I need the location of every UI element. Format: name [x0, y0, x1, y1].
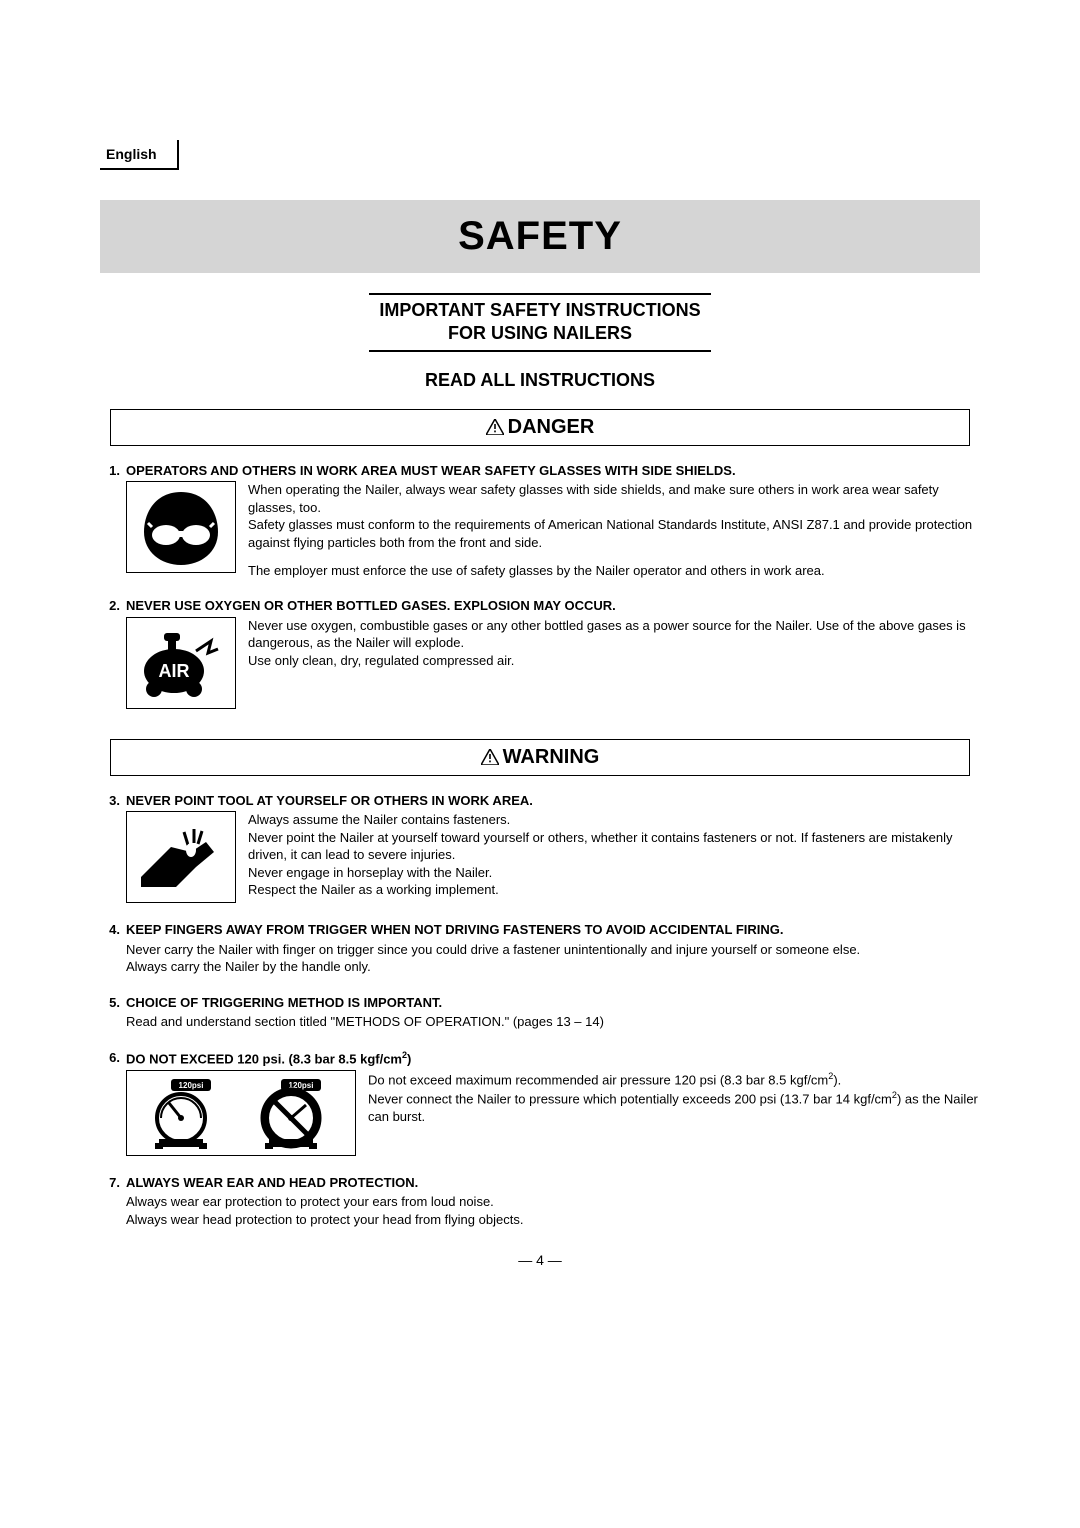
item-paragraph: Read and understand section titled "METH…: [126, 1013, 980, 1031]
warning-triangle-icon: [481, 749, 499, 765]
item-paragraph: Always assume the Nailer contains fasten…: [248, 811, 980, 829]
safety-item-4: 4. KEEP FINGERS AWAY FROM TRIGGER WHEN N…: [100, 921, 980, 976]
item-paragraph: Use only clean, dry, regulated compresse…: [248, 652, 980, 670]
warning-triangle-icon: [486, 419, 504, 435]
hand-injury-icon: [126, 811, 236, 903]
danger-label: DANGER: [508, 416, 595, 438]
item-paragraph: Never use oxygen, combustible gases or a…: [248, 617, 980, 652]
warning-label: WARNING: [503, 746, 600, 768]
item-number: 4.: [100, 921, 126, 939]
subhead-block: IMPORTANT SAFETY INSTRUCTIONS FOR USING …: [100, 293, 980, 352]
danger-box: DANGER: [110, 409, 970, 446]
item-number: 7.: [100, 1174, 126, 1192]
item-paragraph: Never engage in horseplay with the Naile…: [248, 864, 980, 882]
air-cylinder-icon: AIR: [126, 617, 236, 709]
item-title: ALWAYS WEAR EAR AND HEAD PROTECTION.: [126, 1174, 980, 1192]
safety-item-5: 5. CHOICE OF TRIGGERING METHOD IS IMPORT…: [100, 994, 980, 1031]
item-title: CHOICE OF TRIGGERING METHOD IS IMPORTANT…: [126, 994, 980, 1012]
item-paragraph: Always wear ear protection to protect yo…: [126, 1193, 980, 1211]
safety-item-6: 6. DO NOT EXCEED 120 psi. (8.3 bar 8.5 k…: [100, 1049, 980, 1156]
item-paragraph: Never carry the Nailer with finger on tr…: [126, 941, 980, 959]
item-number: 1.: [100, 462, 126, 480]
item-body: Do not exceed maximum recommended air pr…: [368, 1070, 980, 1156]
item-body: Read and understand section titled "METH…: [100, 1013, 980, 1031]
read-all-heading: READ ALL INSTRUCTIONS: [100, 370, 980, 391]
item-title: OPERATORS AND OTHERS IN WORK AREA MUST W…: [126, 462, 980, 480]
pressure-gauge-icon: 120psi 120psi: [126, 1070, 356, 1156]
page-title: SAFETY: [100, 200, 980, 273]
safety-glasses-icon: [126, 481, 236, 573]
item-body: Always wear ear protection to protect yo…: [100, 1193, 980, 1228]
item-paragraph: Safety glasses must conform to the requi…: [248, 516, 980, 551]
item-number: 5.: [100, 994, 126, 1012]
item-paragraph: The employer must enforce the use of saf…: [248, 562, 980, 580]
warning-box: WARNING: [110, 739, 970, 776]
item-paragraph: Always carry the Nailer by the handle on…: [126, 958, 980, 976]
important-instructions-heading: IMPORTANT SAFETY INSTRUCTIONS FOR USING …: [369, 293, 710, 352]
item-number: 3.: [100, 792, 126, 810]
item-body: Never carry the Nailer with finger on tr…: [100, 941, 980, 976]
item-body: Never use oxygen, combustible gases or a…: [248, 617, 980, 709]
item-title: DO NOT EXCEED 120 psi. (8.3 bar 8.5 kgf/…: [126, 1049, 980, 1068]
item-title: KEEP FINGERS AWAY FROM TRIGGER WHEN NOT …: [126, 921, 980, 939]
item-paragraph: Respect the Nailer as a working implemen…: [248, 881, 980, 899]
safety-item-3: 3. NEVER POINT TOOL AT YOURSELF OR OTHER…: [100, 792, 980, 904]
item-title: NEVER POINT TOOL AT YOURSELF OR OTHERS I…: [126, 792, 980, 810]
safety-item-1: 1. OPERATORS AND OTHERS IN WORK AREA MUS…: [100, 462, 980, 579]
item-body: Always assume the Nailer contains fasten…: [248, 811, 980, 903]
item-paragraph: When operating the Nailer, always wear s…: [248, 481, 980, 516]
language-tab: English: [100, 140, 179, 170]
subhead-line-1: IMPORTANT SAFETY INSTRUCTIONS: [379, 299, 700, 322]
page-number: — 4 —: [100, 1252, 980, 1268]
safety-item-2: 2. NEVER USE OXYGEN OR OTHER BOTTLED GAS…: [100, 597, 980, 709]
item-paragraph: Do not exceed maximum recommended air pr…: [368, 1070, 980, 1089]
svg-text:120psi: 120psi: [179, 1081, 204, 1090]
item-body: When operating the Nailer, always wear s…: [248, 481, 980, 579]
item-title: NEVER USE OXYGEN OR OTHER BOTTLED GASES.…: [126, 597, 980, 615]
item-paragraph: Never point the Nailer at yourself towar…: [248, 829, 980, 864]
item-paragraph: Never connect the Nailer to pressure whi…: [368, 1089, 980, 1125]
svg-text:AIR: AIR: [159, 661, 190, 681]
item-number: 6.: [100, 1049, 126, 1068]
safety-item-7: 7. ALWAYS WEAR EAR AND HEAD PROTECTION. …: [100, 1174, 980, 1229]
item-paragraph: Always wear head protection to protect y…: [126, 1211, 980, 1229]
subhead-line-2: FOR USING NAILERS: [379, 322, 700, 345]
item-number: 2.: [100, 597, 126, 615]
